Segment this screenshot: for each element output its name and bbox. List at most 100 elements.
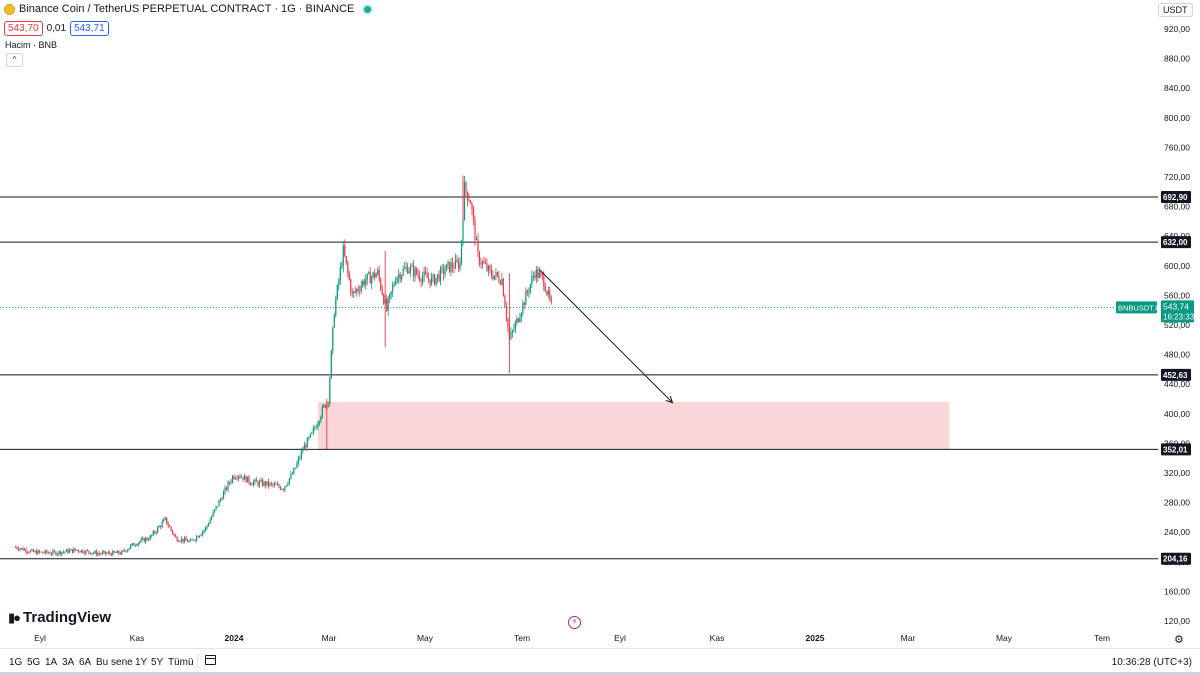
candle-body	[448, 261, 451, 272]
candle-body	[318, 421, 320, 424]
candle-body	[149, 535, 151, 540]
candle-body	[248, 476, 250, 483]
candle-body	[104, 551, 106, 554]
range-1a-button[interactable]: 1A	[45, 657, 58, 668]
candle-body	[139, 541, 141, 543]
candle-body	[122, 550, 124, 552]
candle-body	[419, 275, 421, 280]
candle-body	[460, 240, 463, 263]
logo-text: TradingView	[23, 609, 112, 626]
candle-body	[399, 274, 401, 280]
candle-body	[338, 280, 340, 286]
candle-body	[519, 318, 521, 322]
candle-body	[58, 551, 60, 554]
candle-body	[121, 551, 123, 555]
candle-body	[176, 537, 178, 541]
candle-body	[517, 318, 519, 322]
range-5g-button[interactable]: 5G	[27, 657, 41, 668]
tradingview-logo[interactable]: ▮● TradingView	[8, 609, 111, 626]
candle-body	[339, 267, 341, 281]
candle-body	[478, 252, 481, 264]
candle-body	[137, 542, 139, 546]
price-chart[interactable]: 920,00 880,00 840,00 800,00 760,00 720,00 680,…	[0, 0, 1200, 648]
candle-body	[396, 277, 398, 282]
candle-body	[26, 552, 29, 553]
symbol-title[interactable]: Binance Coin / TetherUS PERPETUAL CONTRA…	[19, 3, 355, 15]
level-price-tag-text: 352,01	[1163, 445, 1188, 454]
currency-selector[interactable]: USDT	[1158, 3, 1193, 17]
candle-body	[345, 256, 347, 263]
current-price-text: 543,74	[1163, 301, 1189, 311]
candle-body	[252, 481, 255, 485]
candle-body	[374, 272, 376, 278]
trend-arrow[interactable]	[538, 269, 673, 404]
range-all-button[interactable]: Tümü	[168, 657, 194, 668]
candle-body	[19, 548, 21, 550]
range-1g-button[interactable]: 1G	[9, 657, 23, 668]
symbol-tag	[1116, 301, 1157, 314]
candle-body	[85, 550, 87, 554]
lightning-event-icon[interactable]: ⚡	[568, 616, 581, 629]
candle-body	[70, 549, 72, 551]
demand-zone-rectangle[interactable]	[317, 401, 950, 450]
candle-body	[354, 291, 356, 293]
collapse-legend-button[interactable]: ^	[6, 53, 23, 67]
gear-icon[interactable]: ⚙	[1174, 634, 1184, 646]
candle-body	[166, 517, 168, 524]
horizontal-scrollbar[interactable]	[0, 672, 1200, 675]
candle-body	[359, 290, 361, 292]
candle-body	[421, 276, 424, 282]
candle-body	[336, 285, 338, 300]
candle-body	[514, 322, 516, 330]
range-6a-button[interactable]: 6A	[79, 657, 92, 668]
candle-body	[453, 267, 455, 269]
price-tick-label: 680,00	[1164, 202, 1190, 212]
buy-price-button[interactable]: 543,71	[70, 21, 109, 36]
candle-body	[91, 553, 93, 555]
candle-body	[472, 209, 475, 219]
candle-body	[65, 549, 67, 552]
candle-body	[269, 483, 271, 486]
range-5y-button[interactable]: 5Y	[151, 657, 164, 668]
price-tick-label: 480,00	[1164, 350, 1190, 360]
candle-body	[544, 286, 546, 292]
candle-body	[480, 263, 482, 265]
price-tick-label: 560,00	[1164, 290, 1190, 300]
candle-body	[493, 275, 496, 280]
candle-body	[417, 274, 419, 276]
candle-body	[377, 269, 379, 275]
candle-body	[213, 509, 216, 513]
candle-body	[481, 261, 484, 265]
candle-body	[221, 498, 223, 500]
candle-body	[300, 451, 302, 458]
candle-body	[260, 480, 262, 482]
candle-body	[80, 550, 82, 553]
candle-body	[112, 551, 114, 556]
candle-body	[101, 552, 103, 554]
candle-body	[402, 268, 404, 276]
candle-body	[398, 274, 400, 278]
market-open-status-icon	[364, 5, 372, 13]
candle-body	[404, 267, 406, 269]
price-tick-label: 440,00	[1164, 379, 1190, 389]
candle-body	[541, 273, 543, 277]
clock-display[interactable]: 10:36:28 (UTC+3)	[1111, 657, 1192, 668]
range-ytd-button[interactable]: Bu sene	[96, 657, 133, 668]
candle-body	[43, 552, 45, 554]
range-1y-button[interactable]: 1Y	[135, 657, 148, 668]
candle-body	[210, 516, 213, 520]
volume-indicator-label[interactable]: Hacim · BNB	[5, 40, 58, 50]
candle-body	[245, 475, 247, 483]
price-tick-label: 800,00	[1164, 113, 1190, 123]
candle-body	[344, 245, 346, 257]
time-axis[interactable]	[0, 630, 1200, 648]
range-3a-button[interactable]: 3A	[62, 657, 75, 668]
candle-body	[327, 402, 329, 404]
candle-body	[201, 531, 204, 535]
candle-body	[152, 531, 154, 536]
candle-body	[383, 294, 385, 304]
calendar-icon[interactable]	[205, 655, 216, 665]
sell-price-button[interactable]: 543,70	[4, 21, 43, 36]
candle-body	[543, 276, 545, 287]
candle-body	[35, 550, 38, 555]
